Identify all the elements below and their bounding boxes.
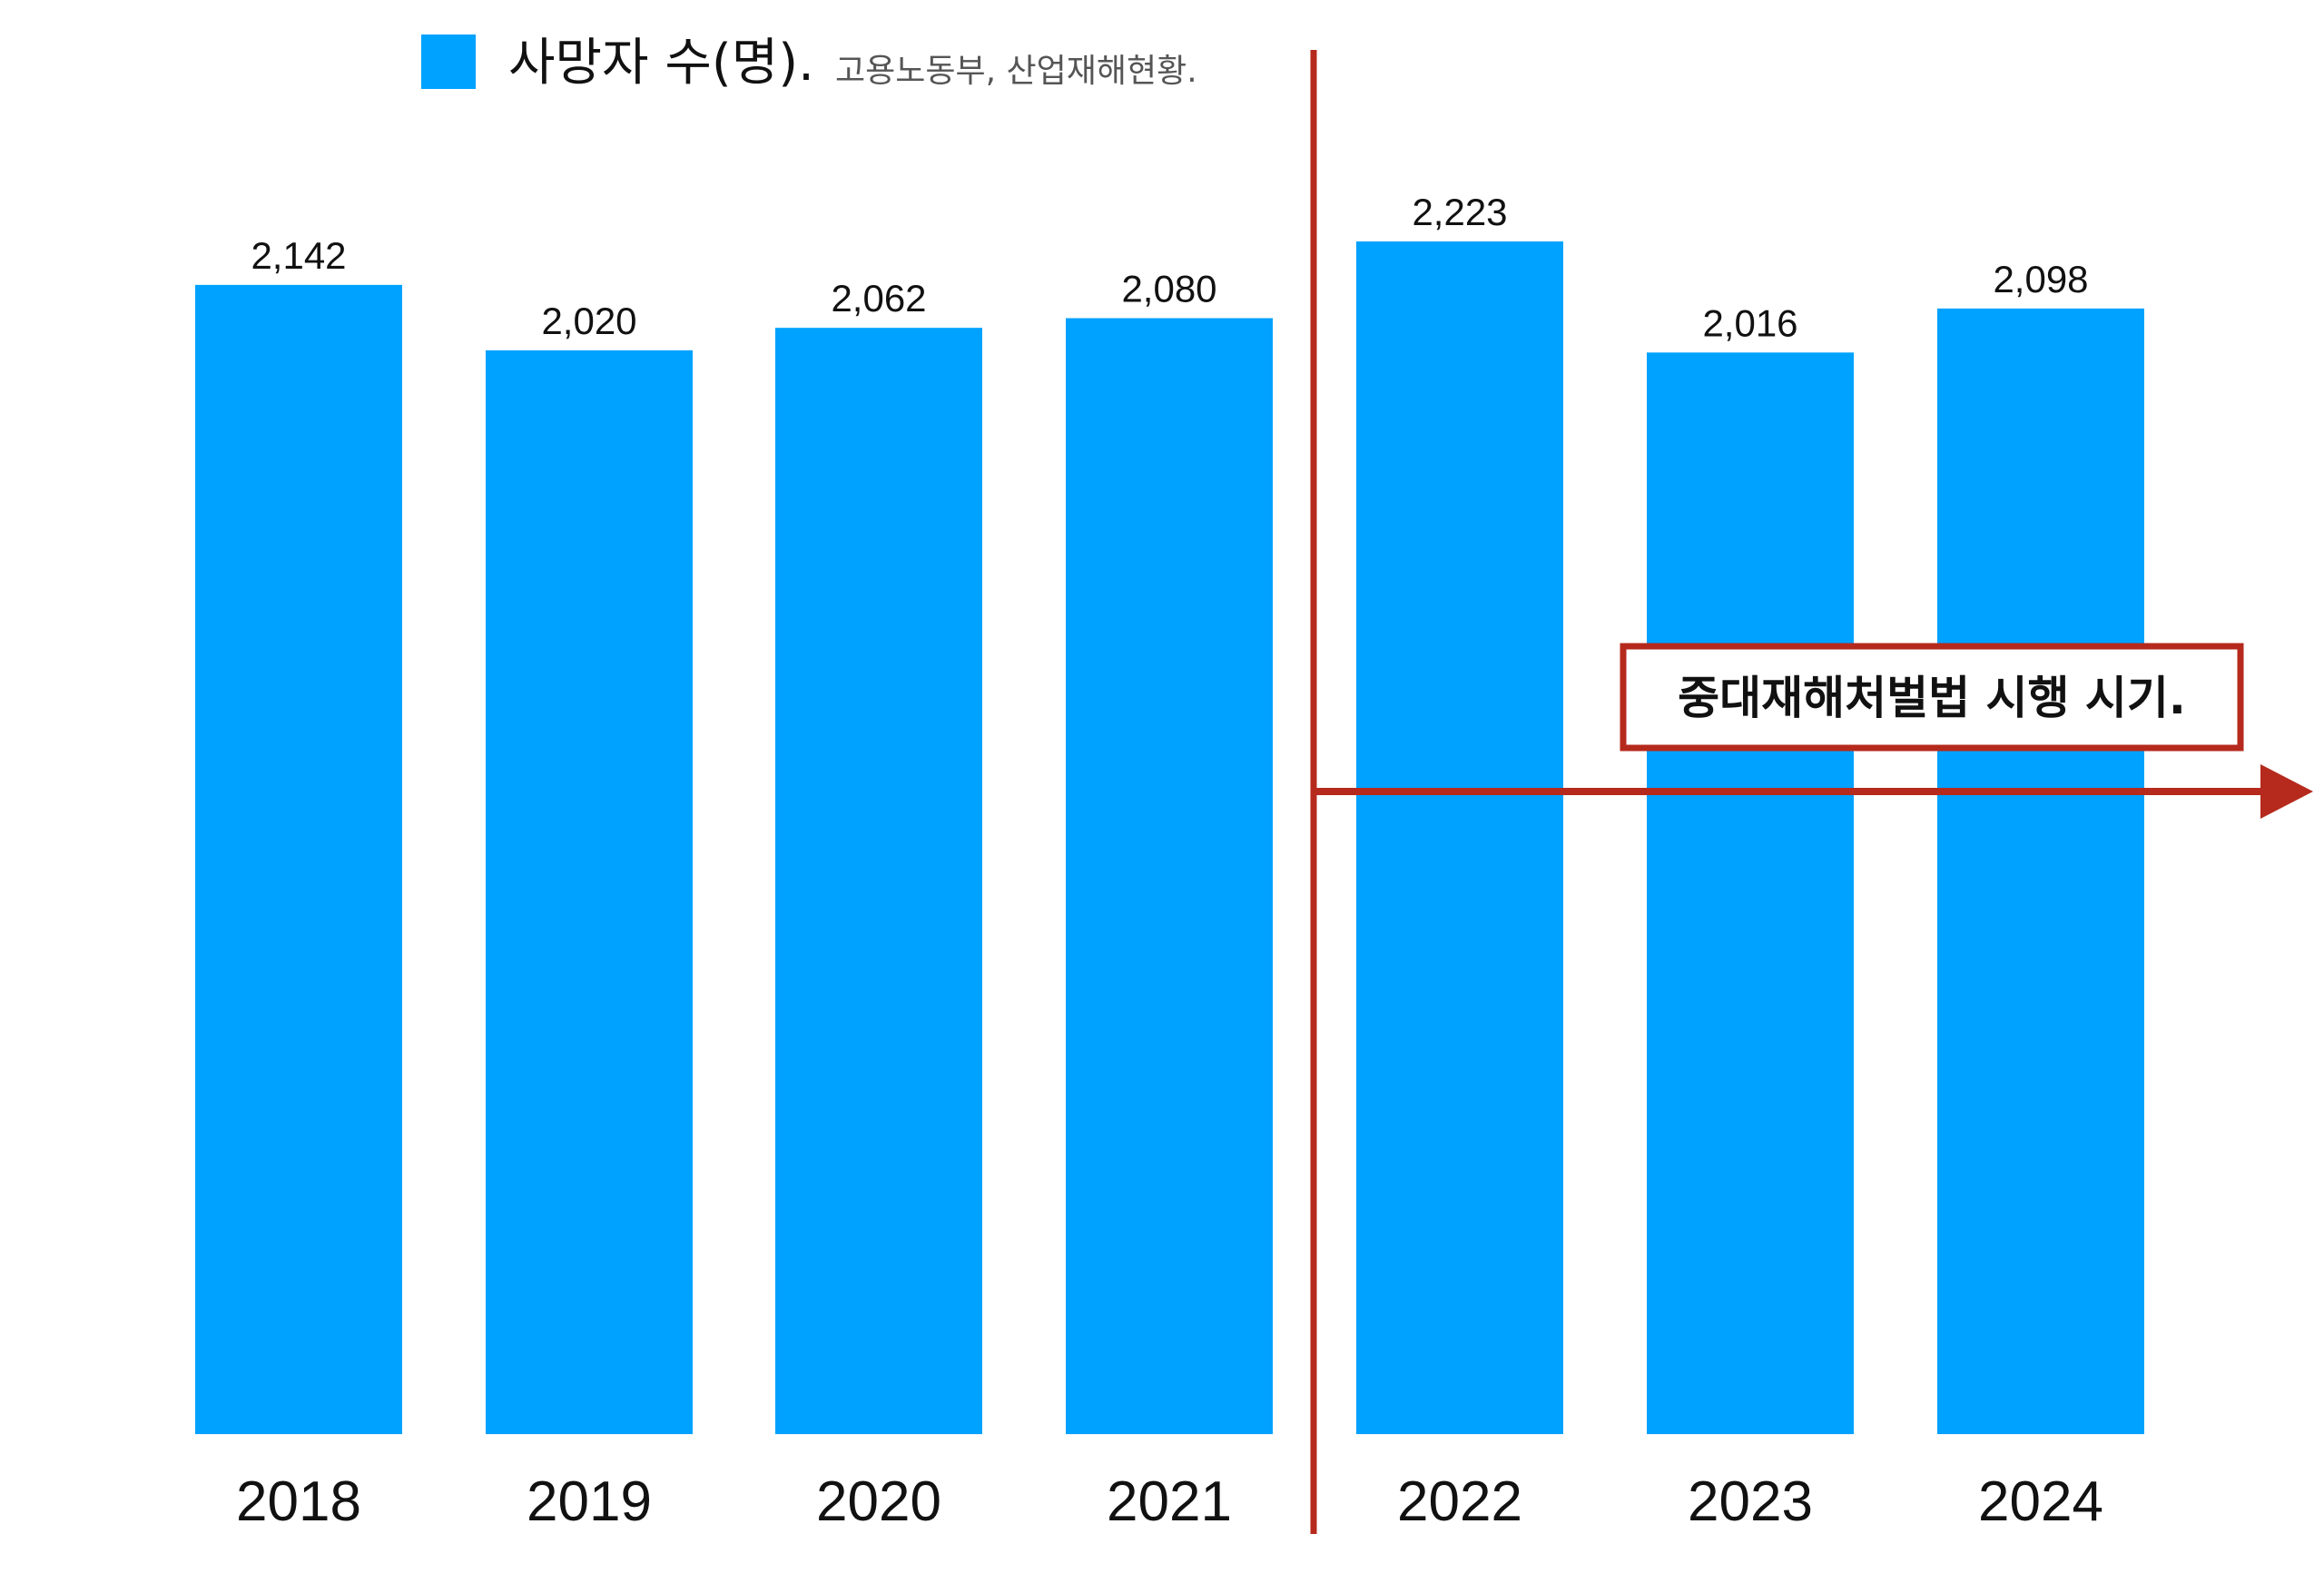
value-labels: 2,142 2,020 2,062 2,080 2,223 2,016 2,098	[251, 191, 2088, 344]
bar-2019	[486, 349, 693, 1434]
annotation-label: 중대재해처벌법 시행 시기.	[1678, 672, 2186, 724]
x-tick-label-2022: 2022	[1397, 1470, 1522, 1533]
legend-swatch	[421, 34, 476, 89]
law-annotation: 중대재해처벌법 시행 시기.	[1310, 50, 2313, 1534]
value-label-2018: 2,142	[251, 234, 346, 277]
bar-2020	[775, 328, 982, 1434]
bar-2022	[1356, 241, 1563, 1434]
x-tick-label-2020: 2020	[816, 1470, 941, 1533]
bar-2018	[195, 284, 402, 1434]
x-tick-label-2019: 2019	[527, 1470, 652, 1533]
legend-source: 고용노동부, 산업재해현황.	[835, 53, 1197, 90]
x-tick-label-2018: 2018	[236, 1470, 361, 1533]
value-label-2021: 2,080	[1121, 268, 1216, 310]
bar-2023	[1647, 352, 1854, 1435]
x-tick-label-2021: 2021	[1107, 1470, 1232, 1533]
value-label-2023: 2,016	[1702, 301, 1797, 344]
value-label-2024: 2,098	[1993, 258, 2088, 300]
x-tick-label-2023: 2023	[1688, 1470, 1813, 1533]
bar-2024	[1937, 308, 2144, 1435]
value-label-2019: 2,020	[541, 300, 636, 342]
x-tick-labels: 2018 2019 2020 2021 2022 2023 2024	[236, 1470, 2103, 1533]
bar-2021	[1066, 318, 1273, 1434]
annotation-box	[1620, 643, 2244, 752]
legend-title: 사망자 수(명).	[508, 34, 814, 93]
bars	[195, 241, 2144, 1435]
value-label-2020: 2,062	[831, 277, 926, 320]
legend: 사망자 수(명). 고용노동부, 산업재해현황.	[421, 34, 1197, 93]
arrow-head-icon	[2260, 764, 2313, 819]
x-tick-label-2024: 2024	[1978, 1470, 2103, 1533]
value-label-2022: 2,223	[1412, 191, 1507, 233]
